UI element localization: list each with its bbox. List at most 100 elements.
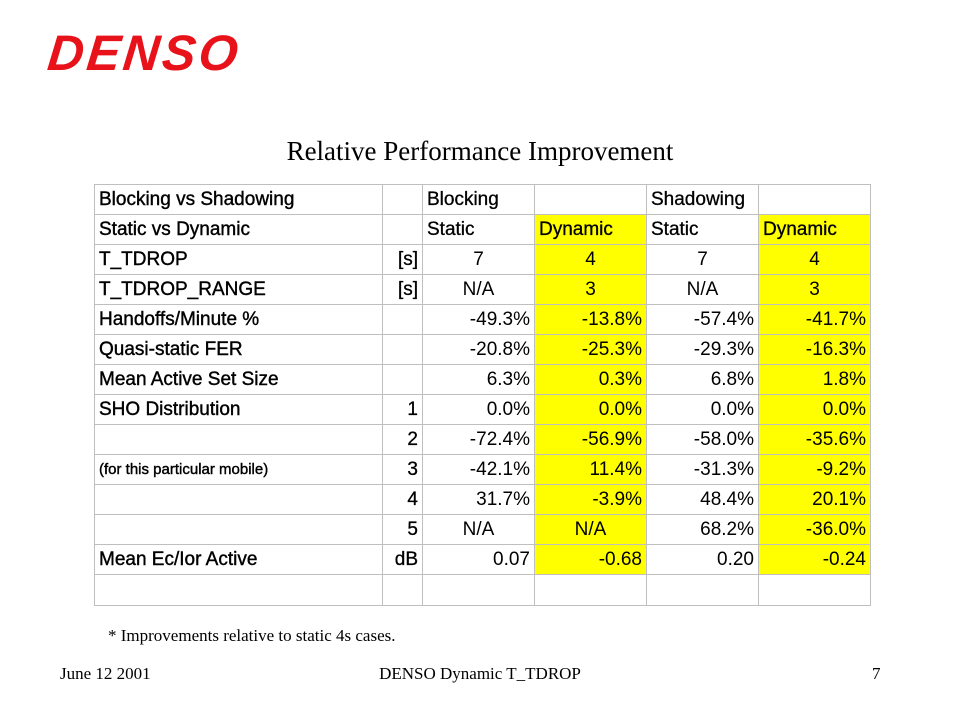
header-blocking-vs-shadowing: Blocking vs Shadowing (94, 184, 383, 215)
row-value-cell: N/A (422, 514, 535, 545)
table-row: 5 N/A N/A 68.2% -36.0% (94, 514, 871, 545)
row-value-cell: 31.7% (422, 484, 535, 515)
row-label: SHO Distribution (94, 394, 383, 425)
row-label (94, 424, 383, 455)
table-row: Mean Active Set Size 6.3% 0.3% 6.8% 1.8% (94, 364, 871, 395)
empty-cell (758, 574, 871, 606)
row-value-cell: -29.3% (646, 334, 759, 365)
row-value-cell: -36.0% (758, 514, 871, 545)
row-value-cell: -49.3% (422, 304, 535, 335)
row-value-cell: -16.3% (758, 334, 871, 365)
row-value-cell: -25.3% (534, 334, 647, 365)
row-label: T_TDROP_RANGE (94, 274, 383, 305)
row-value-cell: 7 (646, 244, 759, 275)
header-blocking-empty (534, 184, 647, 215)
footer-date: June 12 2001 (60, 664, 151, 683)
row-value-cell: 0.0% (534, 394, 647, 425)
row-unit: 5 (382, 514, 423, 545)
row-label (94, 484, 383, 515)
row-value-cell: 48.4% (646, 484, 759, 515)
table-row: 4 31.7% -3.9% 48.4% 20.1% (94, 484, 871, 515)
row-value-cell: -13.8% (534, 304, 647, 335)
row-value-cell: N/A (646, 274, 759, 305)
row-value-cell: N/A (534, 514, 647, 545)
row-value-cell: -57.4% (646, 304, 759, 335)
table-row: SHO Distribution 1 0.0% 0.0% 0.0% 0.0% (94, 394, 871, 425)
row-value-cell: 3 (758, 274, 871, 305)
row-value-cell: -20.8% (422, 334, 535, 365)
performance-table: Blocking vs Shadowing Blocking Shadowing… (94, 184, 871, 606)
row-value-cell: 7 (422, 244, 535, 275)
empty-cell (646, 574, 759, 606)
slide-title: Relative Performance Improvement (286, 136, 674, 166)
row-label: Quasi-static FER (94, 334, 383, 365)
row-label: Mean Ec/Ior Active (94, 544, 383, 575)
row-value-cell: 20.1% (758, 484, 871, 515)
empty-cell (382, 574, 423, 606)
table-row: T_TDROP [s] 7 4 7 4 (94, 244, 871, 275)
row-value-cell: 0.0% (758, 394, 871, 425)
header-unit-cell (382, 214, 423, 245)
table-row: (for this particular mobile) 3 -42.1% 11.4%… (94, 454, 871, 485)
table-empty-row (94, 574, 871, 606)
row-value-cell: 0.20 (646, 544, 759, 575)
row-value-cell: 0.07 (422, 544, 535, 575)
row-unit (382, 304, 423, 335)
row-unit: [s] (382, 244, 423, 275)
table-row: Mean Ec/Ior Active dB 0.07 -0.68 0.20 -0.24 (94, 544, 871, 575)
table-row: Handoffs/Minute % -49.3% -13.8% -57.4% -41.7… (94, 304, 871, 335)
row-value-cell: 4 (534, 244, 647, 275)
row-unit: 1 (382, 394, 423, 425)
row-label: Mean Active Set Size (94, 364, 383, 395)
row-label: (for this particular mobile) (94, 454, 383, 485)
empty-cell (94, 574, 383, 606)
performance-table-container: Blocking vs Shadowing Blocking Shadowing… (94, 184, 871, 606)
header-static-vs-dynamic: Static vs Dynamic (94, 214, 383, 245)
row-label: Handoffs/Minute % (94, 304, 383, 335)
table-header-row-1: Blocking vs Shadowing Blocking Shadowing (94, 184, 871, 215)
row-value-cell: -41.7% (758, 304, 871, 335)
row-unit: 2 (382, 424, 423, 455)
row-value-cell: -56.9% (534, 424, 647, 455)
row-value-cell: N/A (422, 274, 535, 305)
row-unit (382, 334, 423, 365)
row-value-cell: 0.3% (534, 364, 647, 395)
row-unit: 4 (382, 484, 423, 515)
row-value-cell: 0.0% (422, 394, 535, 425)
header-shadowing-dynamic: Dynamic (758, 214, 871, 245)
header-blocking-dynamic: Dynamic (534, 214, 647, 245)
empty-cell (534, 574, 647, 606)
row-value-cell: 11.4% (534, 454, 647, 485)
denso-logo: DENSO (45, 25, 244, 81)
row-value-cell: -58.0% (646, 424, 759, 455)
row-value-cell: 6.3% (422, 364, 535, 395)
row-value-cell: -3.9% (534, 484, 647, 515)
row-value-cell: -0.24 (758, 544, 871, 575)
empty-cell (422, 574, 535, 606)
header-shadowing-static: Static (646, 214, 759, 245)
row-value-cell: 0.0% (646, 394, 759, 425)
row-value-cell: -0.68 (534, 544, 647, 575)
table-header-row-2: Static vs Dynamic Static Dynamic Static … (94, 214, 871, 245)
table-row: Quasi-static FER -20.8% -25.3% -29.3% -16.3% (94, 334, 871, 365)
row-value-cell: -35.6% (758, 424, 871, 455)
row-value-cell: 68.2% (646, 514, 759, 545)
row-label (94, 514, 383, 545)
footnote: * Improvements relative to static 4s cas… (108, 626, 396, 645)
header-unit-cell (382, 184, 423, 215)
row-value-cell: 3 (534, 274, 647, 305)
row-value-cell: 6.8% (646, 364, 759, 395)
table-row: 2 -72.4% -56.9% -58.0% -35.6% (94, 424, 871, 455)
row-unit: [s] (382, 274, 423, 305)
header-blocking: Blocking (422, 184, 535, 215)
header-shadowing-empty (758, 184, 871, 215)
row-value-cell: -72.4% (422, 424, 535, 455)
row-value-cell: 1.8% (758, 364, 871, 395)
header-blocking-static: Static (422, 214, 535, 245)
footer-page-number: 7 (872, 664, 881, 683)
footer-title: DENSO Dynamic T_TDROP (379, 664, 581, 683)
row-label: T_TDROP (94, 244, 383, 275)
row-value-cell: 4 (758, 244, 871, 275)
header-shadowing: Shadowing (646, 184, 759, 215)
row-unit: 3 (382, 454, 423, 485)
